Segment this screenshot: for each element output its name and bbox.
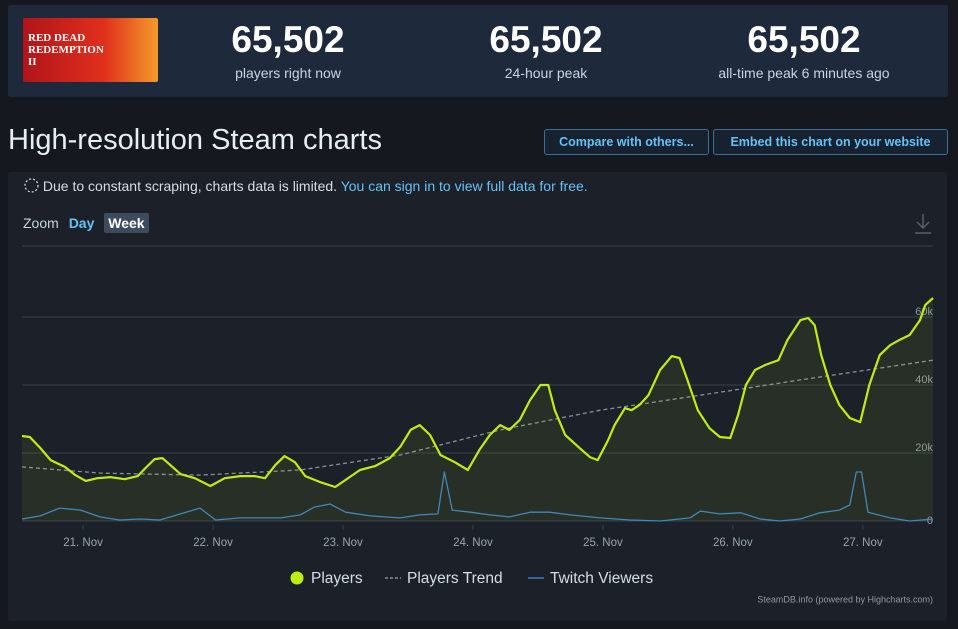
x-tick-label: 23. Nov [323, 537, 363, 549]
stat-label: all-time peak 6 minutes ago [718, 65, 890, 81]
zoom-bar: Zoom Day Week [23, 213, 155, 233]
stat: 65,502 players right now [168, 19, 408, 81]
y-tick-label: 0 [927, 515, 933, 527]
compare-button[interactable]: Compare with others... [544, 129, 709, 155]
stat-value: 65,502 [489, 19, 603, 60]
x-tick-label: 24. Nov [453, 537, 493, 549]
stat-label: players right now [235, 65, 341, 81]
stat: 65,502 24-hour peak [426, 19, 666, 81]
zoom-week[interactable]: Week [104, 213, 149, 233]
header-panel: RED DEAD REDEMPTION II 65,502 players rig… [8, 5, 948, 97]
logo-text: RED DEAD REDEMPTION II [28, 32, 104, 68]
sign-in-link[interactable]: You can sign in to view full data for fr… [340, 178, 588, 194]
players-area [22, 298, 933, 521]
legend-label: Players Trend [407, 570, 503, 587]
notice-text: Due to constant scraping, charts data is… [42, 178, 338, 194]
stat-value: 65,502 [747, 19, 861, 60]
x-tick-label: 25. Nov [583, 537, 623, 549]
x-tick-label: 26. Nov [713, 537, 753, 549]
legend-label: Twitch Viewers [550, 570, 653, 587]
legend-symbol [290, 571, 304, 585]
credits: SteamDB.info (powered by Highcharts.com) [757, 594, 933, 604]
y-tick-label: 60k [915, 306, 933, 318]
zoom-label: Zoom [23, 215, 59, 231]
y-tick-label: 20k [915, 442, 933, 454]
zoom-day[interactable]: Day [68, 215, 95, 231]
notice: Due to constant scraping, charts data is… [24, 178, 588, 194]
section-title: High-resolution Steam charts [8, 124, 382, 156]
series-line [21, 297, 934, 489]
limit-icon [24, 178, 39, 193]
legend-label: Players [311, 570, 363, 587]
stat-value: 65,502 [231, 19, 345, 60]
game-logo[interactable]: RED DEAD REDEMPTION II [23, 18, 158, 82]
chart-panel [8, 172, 947, 621]
x-tick-label: 22. Nov [193, 537, 233, 549]
embed-button[interactable]: Embed this chart on your website [713, 129, 948, 155]
download-icon[interactable] [915, 214, 931, 234]
stat: 65,502 all-time peak 6 minutes ago [684, 19, 924, 81]
y-tick-label: 40k [915, 374, 933, 386]
stat-label: 24-hour peak [504, 65, 588, 81]
series-line [21, 359, 934, 476]
x-tick-label: 21. Nov [63, 537, 103, 549]
x-tick-label: 27. Nov [843, 537, 883, 549]
series-line [21, 471, 934, 522]
